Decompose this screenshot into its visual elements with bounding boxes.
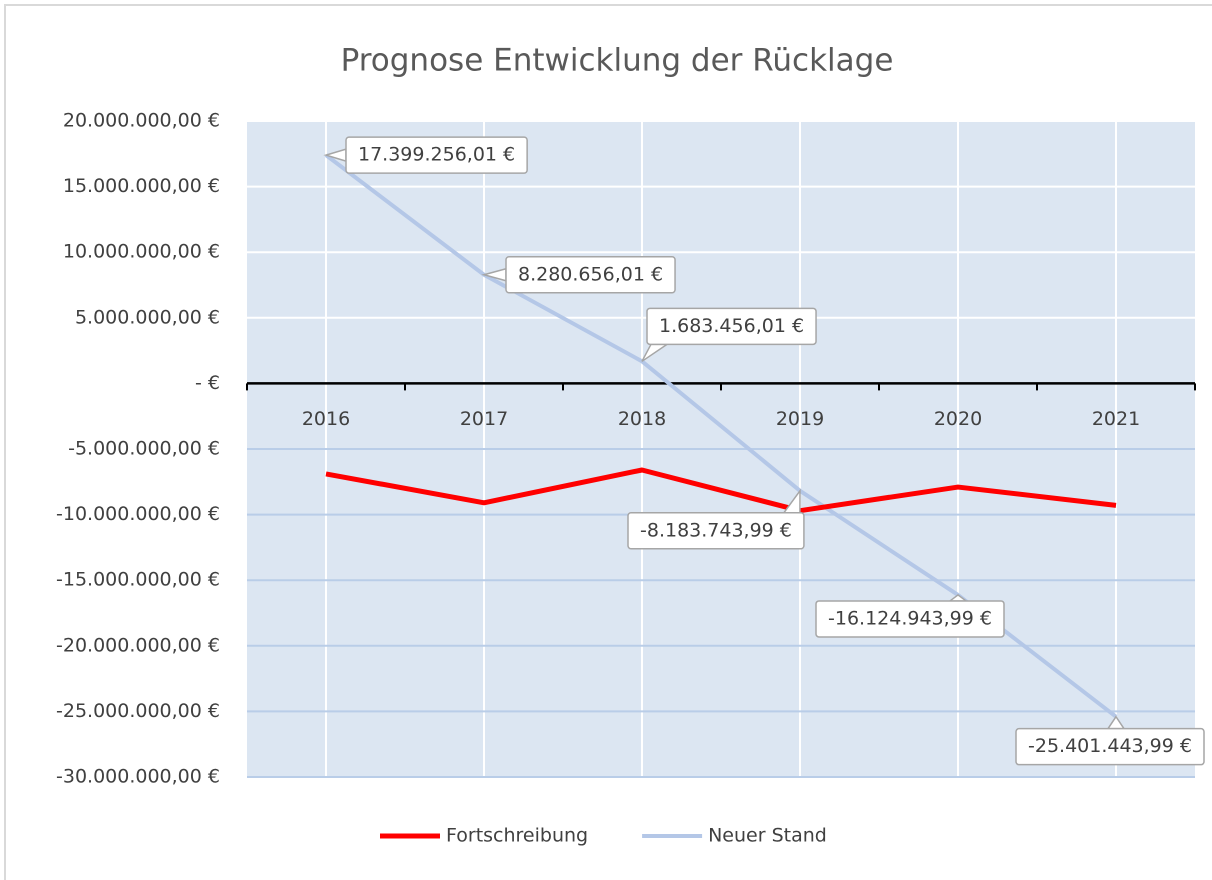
y-tick-label: 10.000.000,00 €	[63, 241, 220, 263]
callout-box	[345, 136, 528, 174]
y-tick-label: - €	[195, 372, 220, 394]
data-callout: -8.183.743,99 €	[627, 488, 805, 550]
y-tick-label: -25.000.000,00 €	[56, 700, 220, 722]
callout-box	[1015, 727, 1205, 766]
x-tick-label: 2019	[776, 408, 824, 430]
data-callout: 8.280.656,01 €	[481, 256, 676, 294]
y-tick-label: 5.000.000,00 €	[75, 306, 220, 328]
legend-label: Neuer Stand	[708, 825, 827, 847]
data-label: 1.683.456,01 €	[659, 315, 804, 337]
x-tick-label: 2021	[1092, 408, 1140, 430]
chart-title: Prognose Entwicklung der Rücklage	[341, 43, 894, 79]
y-tick-label: -30.000.000,00 €	[56, 766, 220, 788]
callout-box	[646, 307, 817, 346]
series-line	[325, 467, 1117, 514]
data-label: -16.124.943,99 €	[828, 607, 992, 629]
y-tick-label: 15.000.000,00 €	[63, 175, 220, 197]
x-tick-label: 2017	[460, 408, 508, 430]
y-tick-label: -20.000.000,00 €	[56, 634, 220, 656]
data-callout: -16.124.943,99 €	[815, 594, 1005, 638]
data-label: -8.183.743,99 €	[640, 519, 792, 541]
data-callout: 17.399.256,01 €	[323, 136, 528, 174]
callout-box	[627, 512, 805, 550]
data-label: -25.401.443,99 €	[1028, 735, 1192, 757]
callout-box	[505, 256, 676, 294]
y-tick-label: -10.000.000,00 €	[56, 503, 220, 525]
x-tick-label: 2020	[934, 408, 982, 430]
data-callout: 1.683.456,01 €	[641, 307, 817, 362]
data-label: 8.280.656,01 €	[518, 263, 663, 285]
data-callout: -25.401.443,99 €	[1015, 715, 1205, 766]
grid	[246, 120, 1196, 778]
callout-box	[815, 600, 1005, 638]
y-tick-label: -5.000.000,00 €	[68, 438, 220, 460]
x-tick-label: 2016	[302, 408, 350, 430]
x-tick-label: 2018	[618, 408, 666, 430]
y-tick-label: -15.000.000,00 €	[56, 569, 220, 591]
y-tick-label: 20.000.000,00 €	[63, 110, 220, 132]
legend-label: Fortschreibung	[446, 825, 588, 847]
data-label: 17.399.256,01 €	[358, 144, 515, 166]
data-labels: 17.399.256,01 € 8.280.656,01 € 1.683.456,0…	[323, 136, 1205, 766]
